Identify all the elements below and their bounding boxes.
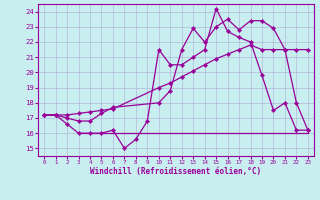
X-axis label: Windchill (Refroidissement éolien,°C): Windchill (Refroidissement éolien,°C) — [91, 167, 261, 176]
